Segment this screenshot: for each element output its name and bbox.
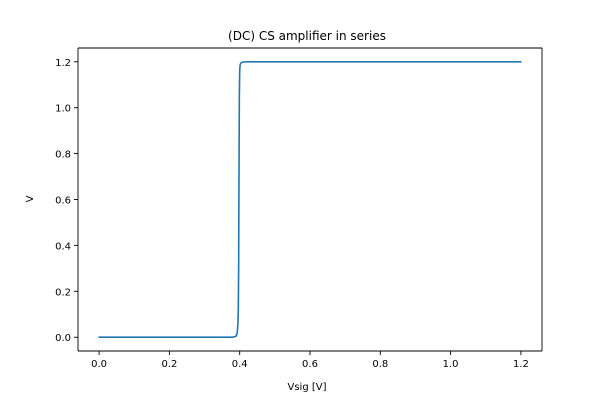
- y-tick-label: 0.4: [55, 241, 71, 252]
- y-axis-label: V: [25, 195, 36, 202]
- x-tick-label: 0.8: [372, 359, 388, 370]
- x-tick-label: 0.6: [302, 359, 318, 370]
- x-tick-label: 0.0: [91, 359, 107, 370]
- y-tick-label: 1.0: [55, 104, 71, 115]
- x-tick-label: 0.2: [161, 359, 177, 370]
- y-tick-label: 0.6: [55, 196, 71, 207]
- x-axis-label: Vsig [V]: [288, 382, 327, 393]
- x-tick-label: 1.2: [513, 359, 529, 370]
- x-tick-label: 0.4: [232, 359, 248, 370]
- plot-area: 0.0 0.2 0.4 0.6 0.8 1.0 1.2 0.0 0.2 0.4 0.6 0.8 1.0 1…: [55, 47, 543, 370]
- chart-title: (DC) CS amplifier in series: [228, 29, 386, 43]
- y-tick-label: 1.2: [55, 58, 71, 69]
- y-tick-label: 0.0: [55, 333, 71, 344]
- series-line-0: [98, 60, 522, 339]
- x-tick-label: 1.0: [443, 359, 459, 370]
- y-tick-label: 0.2: [55, 287, 71, 298]
- y-tick-label: 0.8: [55, 150, 71, 161]
